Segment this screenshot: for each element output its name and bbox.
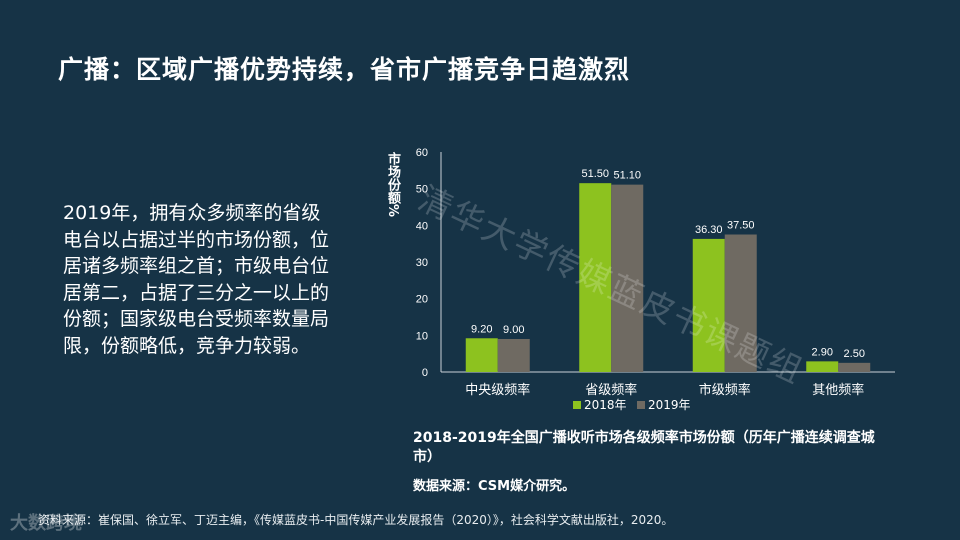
x-tick-label: 其他频率 bbox=[812, 382, 864, 398]
chart-caption: 2018-2019年全国广播收听市场各级频率市场份额（历年广播连续调查城市） bbox=[413, 430, 875, 465]
logo-watermark: 大数跨境 bbox=[10, 513, 82, 534]
data-label: 37.50 bbox=[727, 220, 755, 232]
bar-2019 bbox=[611, 184, 644, 372]
summary-text: 2019年，拥有众多频率的省级电台以占据过半的市场份额，位居诸多频率组之首；市级… bbox=[63, 202, 330, 357]
data-label: 9.00 bbox=[503, 324, 524, 336]
bar-2018 bbox=[806, 361, 839, 372]
y-tick-label: 60 bbox=[416, 147, 428, 159]
bar-2019 bbox=[838, 362, 871, 372]
legend-label: 2019年 bbox=[648, 398, 691, 412]
x-tick-label: 中央级频率 bbox=[465, 382, 530, 398]
x-tick-label: 省级频率 bbox=[585, 382, 637, 398]
y-tick-label: 30 bbox=[416, 257, 428, 269]
bar-2019 bbox=[724, 234, 757, 372]
bar-2018 bbox=[692, 238, 725, 372]
y-tick-label: 50 bbox=[416, 184, 428, 196]
data-source: 数据来源：CSM媒介研究。 bbox=[413, 479, 576, 494]
y-tick-label: 0 bbox=[422, 367, 428, 379]
y-tick-label: 10 bbox=[416, 330, 428, 342]
bar-2019 bbox=[497, 339, 530, 372]
data-label: 9.20 bbox=[471, 323, 492, 335]
data-label: 36.30 bbox=[695, 224, 723, 236]
x-tick-label: 市级频率 bbox=[699, 382, 751, 398]
y-tick-label: 40 bbox=[416, 220, 428, 232]
y-axis-label: 市场份额% bbox=[385, 152, 400, 218]
data-label: 2.90 bbox=[812, 346, 833, 358]
reference-note: 资料来源：崔保国、徐立军、丁迈主编，《传媒蓝皮书-中国传媒产业发展报告（2020… bbox=[38, 513, 674, 527]
legend-swatch bbox=[573, 401, 581, 409]
slide-title: 广播：区域广播优势持续，省市广播竞争日趋激烈 bbox=[58, 55, 631, 84]
data-label: 51.10 bbox=[613, 170, 641, 182]
legend-label: 2018年 bbox=[584, 398, 627, 412]
legend-swatch bbox=[637, 401, 645, 409]
bar-2018 bbox=[579, 183, 612, 372]
data-label: 2.50 bbox=[844, 348, 865, 360]
y-tick-label: 20 bbox=[416, 294, 428, 306]
bar-2018 bbox=[465, 338, 498, 372]
data-label: 51.50 bbox=[581, 168, 609, 180]
